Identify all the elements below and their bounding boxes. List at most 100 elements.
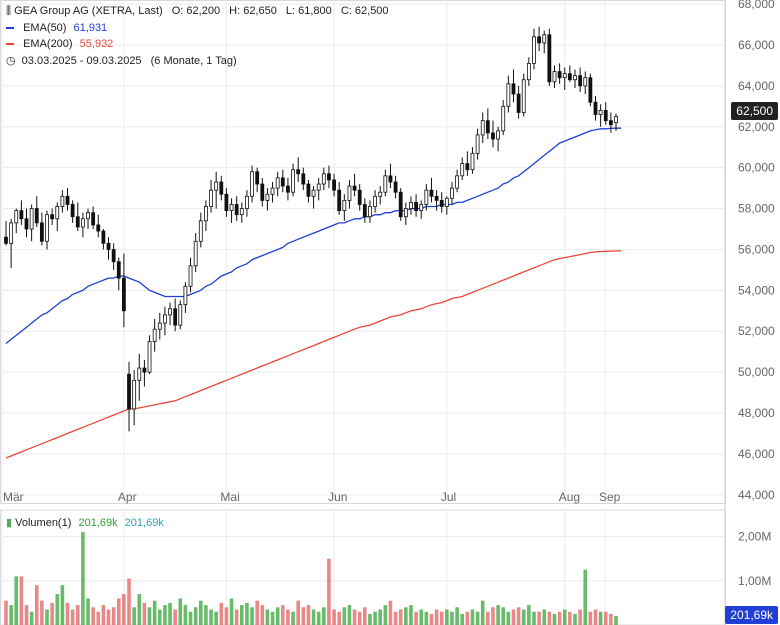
volume-bar [40, 600, 44, 625]
volume-bar [70, 609, 75, 625]
volume-bar [34, 585, 39, 625]
candle-body [547, 34, 552, 83]
candle-body [152, 328, 157, 342]
candle-body [24, 218, 29, 230]
volume-bar [547, 611, 552, 625]
candle-body [34, 208, 39, 224]
volume-bar [173, 609, 177, 625]
candle-body [409, 202, 413, 209]
volume-bar [152, 600, 157, 625]
volume-bar [137, 594, 142, 625]
candle-body [337, 189, 342, 212]
candle-body [357, 189, 362, 205]
volume-bar [373, 611, 377, 625]
volume-bar [198, 600, 203, 625]
volume-header: ▮ Volumen(1) 201,69k 201,69k [6, 516, 164, 529]
candle-body [168, 308, 172, 316]
volume-bar [209, 609, 213, 625]
candle-body [96, 224, 101, 232]
volume-value-1: 201,69k [78, 517, 118, 529]
candle-body [557, 71, 562, 79]
volume-icon: ▮ [6, 517, 13, 529]
candle-body [245, 195, 249, 209]
volume-bar [537, 611, 541, 625]
candle-body [598, 110, 603, 115]
candle-body [229, 204, 234, 212]
volume-bar [204, 605, 208, 625]
candle-body [55, 206, 60, 220]
candle-body [614, 116, 618, 124]
volume-bar [491, 607, 495, 625]
price-pane-frame [0, 0, 726, 504]
y-tick-label: 68,000 [738, 0, 775, 11]
candle-body [429, 189, 434, 197]
y-tick-label: 44,000 [738, 488, 775, 502]
volume-bar [455, 607, 459, 625]
volume-bar [14, 576, 19, 625]
candle-body [562, 73, 567, 79]
candle-body [542, 34, 547, 44]
volume-bar [511, 609, 516, 625]
volume-bar [450, 611, 454, 625]
ema50-swatch [6, 27, 14, 30]
candle-body [142, 367, 147, 373]
ema50-label: EMA(50) [23, 22, 67, 34]
candle-body [383, 175, 388, 193]
candle-body [578, 75, 583, 87]
candle-body [434, 195, 439, 201]
volume-bar [168, 602, 172, 625]
candle-body [316, 183, 321, 191]
volume-bar [562, 609, 567, 625]
candle-body [275, 177, 280, 189]
x-tick-label: Jul [441, 490, 456, 504]
candle-body [163, 314, 167, 324]
volume-bar [4, 600, 8, 625]
volume-bar [106, 609, 111, 625]
candle-body [373, 195, 377, 207]
volume-bar [96, 611, 101, 625]
x-tick-label: Mai [220, 490, 239, 504]
candle-body [378, 191, 383, 197]
candle-body [255, 171, 260, 185]
candle-body [219, 181, 224, 195]
volume-bar [603, 611, 608, 625]
volume-bar [470, 609, 475, 625]
candle-body [347, 185, 352, 201]
candle-body [239, 208, 244, 216]
candle-body [183, 285, 188, 306]
candle-body [137, 367, 142, 381]
candle-body [332, 179, 336, 191]
candle-body [455, 175, 459, 189]
volume-bar [183, 605, 188, 625]
candle-body [91, 212, 96, 226]
instrument-title: GEA Group AG (XETRA, Last) [14, 5, 163, 17]
candle-body [80, 218, 85, 228]
volume-bar [127, 578, 131, 625]
volume-bar [157, 609, 162, 625]
volume-bar [424, 611, 429, 625]
volume-bar [568, 611, 572, 625]
volume-bar [275, 607, 280, 625]
candle-body [414, 202, 418, 212]
volume-tick-label: 1,00M [738, 574, 771, 588]
volume-bar [614, 616, 618, 625]
volume-bar [265, 609, 270, 625]
candle-body [29, 208, 34, 230]
volume-bar [460, 613, 465, 625]
candle-body [132, 379, 137, 410]
volume-bar [363, 607, 367, 625]
volume-bar [332, 609, 336, 625]
candle-body [450, 187, 454, 199]
volume-bar [542, 609, 547, 625]
volume-bar [91, 607, 95, 625]
candle-body [306, 183, 311, 197]
volume-bar [255, 600, 259, 625]
volume-bar [419, 609, 424, 625]
candle-body [470, 152, 475, 171]
candle-body [532, 36, 536, 64]
volume-bar [368, 613, 372, 625]
candle-body [280, 177, 285, 187]
candle-body [147, 341, 152, 373]
candle-body [388, 175, 393, 183]
